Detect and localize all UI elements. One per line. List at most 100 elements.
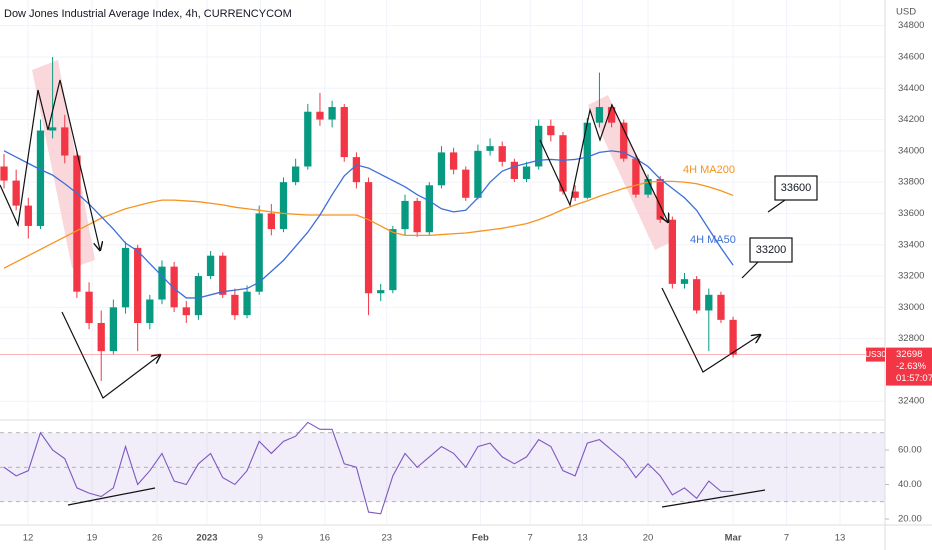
candle-body [498, 146, 506, 162]
trend-line [61, 311, 160, 399]
candle-body [656, 179, 664, 220]
candle-body [206, 255, 215, 277]
candle-body [680, 279, 689, 284]
trend-line [67, 487, 156, 506]
candle-body [413, 200, 421, 233]
x-tick-label: 19 [87, 533, 98, 544]
candle-body [243, 291, 251, 316]
candle-body [182, 307, 190, 316]
candle-body [401, 200, 409, 230]
x-tick-label: Feb [472, 533, 489, 544]
candle-body [377, 290, 385, 294]
x-tick-label: 26 [152, 533, 163, 544]
trend-line [0, 79, 100, 250]
candle-body [729, 319, 737, 355]
candle-body [231, 294, 239, 316]
callout-box [774, 175, 818, 201]
candle-body [437, 152, 446, 186]
candle-body [158, 266, 166, 300]
series-label: 4H MA50 [690, 234, 736, 246]
candle-body [717, 294, 725, 320]
y-tick-label: 33200 [898, 271, 924, 282]
y-tick-label: 33000 [898, 302, 924, 313]
candle-body [36, 130, 45, 226]
callout: 33200 [756, 244, 787, 256]
candle-body [510, 161, 519, 180]
candle-body [146, 299, 154, 323]
moving-average [3, 180, 734, 269]
candle-body [24, 205, 32, 226]
y-tick-label: 20.00 [898, 513, 922, 524]
highlight-zone [588, 95, 675, 250]
y-tick-label: 40.00 [898, 479, 922, 490]
symbol-tag [866, 347, 885, 362]
y-tick-label: 33400 [898, 239, 924, 250]
moving-average [3, 150, 734, 299]
y-tick-label: 33800 [898, 177, 924, 188]
candle-body [255, 213, 263, 292]
drawings: 33600 33200 [0, 79, 818, 508]
callout: 33600 [781, 182, 812, 194]
candle-body [267, 213, 275, 230]
candle-body [571, 191, 579, 198]
symbol-label: US30 [865, 349, 887, 359]
y-tick-label: 34600 [898, 51, 924, 62]
candle-body [194, 276, 203, 316]
candle-body [583, 122, 591, 198]
y-tick-label: 32400 [898, 396, 924, 407]
candle-body [364, 182, 373, 294]
candle-body [85, 291, 93, 323]
y-tick-label: 34800 [898, 20, 924, 31]
rsi-line [3, 421, 734, 515]
candle-body [522, 166, 531, 180]
x-tick-label: 20 [643, 533, 654, 544]
series-label: 4H MA200 [683, 164, 735, 176]
trend-line [661, 287, 760, 373]
x-tick-label: 12 [23, 533, 34, 544]
candle-body [705, 294, 713, 311]
candle-body [134, 247, 142, 323]
currency: USD [896, 7, 916, 18]
x-tick-label: 13 [835, 533, 846, 544]
candle-body [547, 125, 555, 136]
callout-pointer [767, 199, 786, 213]
candle-body [474, 150, 482, 198]
candle-body [486, 146, 494, 151]
candle-body [328, 107, 336, 120]
x-tick-label: 9 [258, 533, 263, 544]
candle-body [607, 107, 616, 123]
candle-body [292, 166, 300, 183]
price-pane [0, 56, 737, 381]
candle-body [389, 229, 397, 291]
y-tick-label: 34200 [898, 114, 924, 125]
y-tick-label: 34000 [898, 145, 924, 156]
candle-body [316, 111, 324, 120]
candle-body [73, 155, 81, 292]
candle-body [425, 185, 433, 233]
candle-body [449, 152, 458, 170]
candle-body [121, 247, 130, 308]
candle-body [535, 125, 543, 167]
callout-pointer [741, 261, 759, 279]
price-tag [886, 347, 932, 386]
y-tick-label: 33600 [898, 208, 924, 219]
candle-body [340, 107, 348, 158]
x-tick-label: 2023 [196, 533, 217, 544]
candle-body [462, 169, 470, 198]
y-tick-label: 60.00 [898, 445, 922, 456]
x-tick-label: 7 [784, 533, 789, 544]
candle-body [48, 127, 57, 131]
candle-body [61, 127, 69, 156]
candle-body [595, 107, 604, 123]
x-tick-label: 23 [381, 533, 392, 544]
y-tick-label: 32800 [898, 333, 924, 344]
candle-body [352, 157, 361, 183]
candle-body [693, 279, 701, 311]
last-price: 32698 [896, 349, 922, 360]
candle-body [279, 182, 288, 230]
candle-body [668, 219, 676, 284]
grid [0, 0, 885, 525]
countdown: 01:57:07 [896, 373, 932, 384]
trend-line [539, 103, 668, 222]
